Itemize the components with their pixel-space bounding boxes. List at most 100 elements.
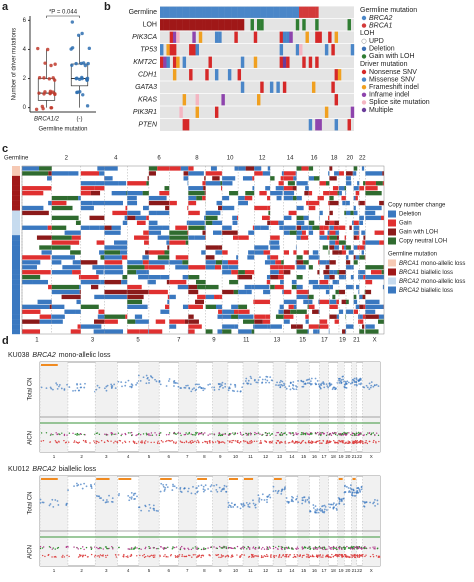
cn-dot (233, 504, 236, 506)
cn-dot (85, 485, 88, 488)
cn-segment (148, 210, 157, 216)
cell (208, 6, 212, 18)
point (76, 33, 81, 37)
cn-dot (344, 491, 347, 493)
cn-segment (254, 314, 266, 319)
cn-segment (353, 299, 358, 305)
af-dot (217, 434, 220, 437)
cell (276, 6, 280, 18)
cn-segment (296, 275, 303, 280)
cn-segment (332, 279, 338, 285)
cn-dot (130, 386, 133, 389)
af-dot (134, 441, 136, 443)
cn-segment (292, 195, 297, 201)
cn-dot (265, 375, 268, 378)
cn-segment (237, 215, 239, 221)
af-dot (340, 434, 342, 436)
cn-dot (57, 504, 60, 506)
chrom-label: 4 (127, 568, 130, 573)
af-dot (218, 442, 220, 444)
cn-dot (90, 483, 92, 486)
cn-segment (319, 260, 327, 265)
cn-segment (204, 176, 206, 181)
cn-segment (353, 260, 358, 265)
af-dot (61, 432, 63, 434)
cn-segment (169, 235, 188, 240)
chrom-label: 2 (80, 454, 83, 459)
af-dot (115, 556, 118, 558)
cn-segment (127, 181, 147, 186)
af-dot (158, 442, 161, 445)
cell (282, 81, 287, 93)
chrom-band (273, 476, 286, 566)
af-dot (164, 554, 166, 556)
af-dot (121, 433, 123, 435)
af-dot (127, 432, 130, 434)
cn-segment (329, 166, 333, 171)
af-dot (338, 553, 341, 556)
cn-dot (79, 383, 82, 386)
af-dot (165, 555, 168, 558)
af-dot (47, 554, 49, 557)
cn-dot (163, 488, 166, 491)
af-dot (261, 434, 263, 436)
af-dot (335, 547, 337, 550)
cn-dot (355, 384, 358, 387)
cn-dot (350, 488, 353, 491)
cn-dot (175, 382, 178, 384)
cn-segment (338, 240, 346, 245)
cn-dot (105, 499, 108, 501)
amp-mark (243, 478, 254, 480)
cn-segment (51, 195, 68, 201)
chrom-band (362, 362, 380, 452)
cn-segment (167, 294, 170, 300)
af-dot (268, 546, 271, 548)
cn-segment (359, 319, 364, 324)
af-dot (279, 441, 282, 443)
cn-segment (205, 284, 219, 290)
cell (179, 19, 183, 31)
cn-segment (364, 289, 366, 295)
chrom-band (212, 362, 228, 452)
cn-dot (334, 388, 336, 391)
cn-segment (319, 195, 324, 201)
cn-dot (347, 381, 350, 384)
cell (189, 69, 193, 81)
cell (182, 19, 187, 31)
x-axis-label: Germline mutation (38, 127, 87, 133)
af-dot (162, 441, 164, 443)
af-dot (253, 555, 255, 557)
cn-segment (22, 171, 49, 176)
cell (169, 6, 174, 18)
heatmap-frame (21, 165, 385, 335)
cn-segment (270, 275, 278, 280)
cn-dot (152, 504, 155, 507)
cn-dot (140, 509, 143, 512)
cn-segment (308, 176, 314, 181)
cn-segment (301, 230, 306, 235)
af-dot (166, 440, 168, 442)
cell (347, 119, 351, 131)
chrom-label: 1 (53, 568, 56, 573)
chrom-band (212, 476, 228, 566)
cn-dot (342, 497, 345, 500)
cn-segment (356, 284, 360, 290)
cn-segment (355, 304, 360, 309)
cn-dot (292, 500, 294, 503)
point (70, 63, 74, 67)
af-dot (85, 440, 87, 442)
cn-segment (329, 210, 333, 216)
cn-segment (67, 195, 79, 201)
cn-dot (200, 484, 203, 487)
cn-dot (369, 386, 372, 389)
af-dot (76, 434, 78, 436)
cn-segment (359, 200, 365, 206)
cell (221, 19, 225, 31)
af-dot (39, 547, 42, 550)
cn-segment (97, 166, 105, 171)
cn-dot (83, 482, 86, 485)
af-dot (76, 547, 78, 549)
cell (295, 19, 300, 31)
af-dot (377, 556, 380, 558)
cn-segment (94, 319, 105, 324)
